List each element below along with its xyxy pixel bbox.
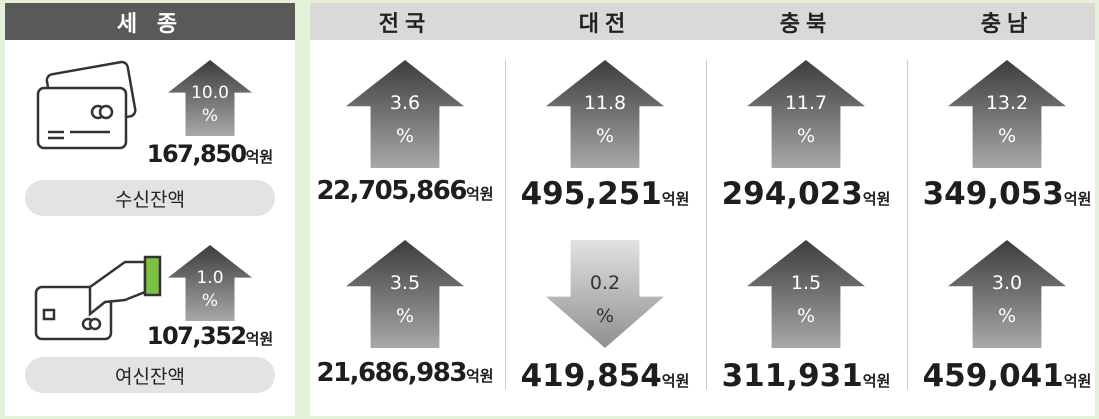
percent-sign: % [595,124,615,147]
arrow-shape [546,240,664,348]
left-header: 세 종 [5,3,295,40]
percent-sign: % [395,304,415,327]
amount-value: 167,850 [146,140,247,168]
change-value: 11.8 [583,92,627,115]
arrow: 13.2% [948,60,1066,168]
row-label: 수신잔액 [25,180,275,216]
amount: 459,041억원 [907,358,1099,394]
amount-value: 22,705,866 [316,176,467,206]
amount-value: 294,023 [721,176,863,212]
arrow-shape [747,240,865,348]
unit: 억원 [245,330,274,348]
percent-sign: % [997,124,1017,147]
unit: 억원 [1063,190,1092,208]
column-header: 대전 [578,11,632,37]
change-value: 3.6 [389,92,421,115]
change-value: 0.2 [589,272,621,295]
unit: 억원 [465,185,494,203]
percent-sign: % [796,304,816,327]
percent-sign: % [796,124,816,147]
right-header [310,3,1095,40]
unit: 억원 [862,190,891,208]
card-icon [36,60,137,150]
amount-value: 419,854 [520,358,662,394]
unit: 억원 [661,372,690,390]
amount: 349,053억원 [907,176,1099,212]
divider [505,60,506,390]
amount: 419,854억원 [505,358,705,394]
row-label: 여신잔액 [25,357,275,393]
unit: 억원 [465,367,494,385]
unit: 억원 [862,372,891,390]
arrow: 10.0% [168,60,252,136]
change-value: 3.0 [991,272,1023,295]
arrow-shape [546,60,664,168]
percent-sign: % [395,124,415,147]
change-value: 11.7 [784,92,828,115]
amount-value: 349,053 [922,176,1064,212]
arrow-shape [168,245,252,321]
percent-sign: % [201,105,219,126]
change-value: 13.2 [985,92,1029,115]
arrow-shape [948,240,1066,348]
amount: 107,352억원 [130,322,290,350]
arrow-shape [346,240,464,348]
amount: 21,686,983억원 [305,358,505,388]
amount-value: 311,931 [721,358,863,394]
amount-value: 107,352 [146,322,247,350]
unit: 억원 [1063,372,1092,390]
amount-value: 495,251 [520,176,662,212]
change-value: 10.0 [191,82,229,103]
column-header: 충남 [980,11,1034,37]
divider [907,60,908,390]
arrow-shape [346,60,464,168]
amount: 167,850억원 [130,140,290,168]
arrow: 1.5% [747,240,865,348]
percent-sign: % [997,304,1017,327]
amount: 22,705,866억원 [305,176,505,206]
amount-value: 21,686,983 [316,358,467,388]
unit: 억원 [245,148,274,166]
amount: 311,931억원 [706,358,906,394]
change-value: 3.5 [389,272,421,295]
divider [706,60,707,390]
percent-sign: % [201,290,219,311]
arrow: 11.8% [546,60,664,168]
column-header: 전국 [378,11,432,37]
change-value: 1.5 [790,272,822,295]
arrow-shape [948,60,1066,168]
arrow: 3.5% [346,240,464,348]
arrow-shape [168,60,252,136]
amount: 294,023억원 [706,176,906,212]
arrow: 1.0% [168,245,252,321]
arrow: 3.6% [346,60,464,168]
arrow-shape [747,60,865,168]
unit: 억원 [661,190,690,208]
hand-card-icon [34,255,162,341]
arrow: 0.2% [546,240,664,348]
amount: 495,251억원 [505,176,705,212]
amount-value: 459,041 [922,358,1064,394]
arrow: 11.7% [747,60,865,168]
percent-sign: % [595,304,615,327]
arrow: 3.0% [948,240,1066,348]
change-value: 1.0 [196,267,224,288]
column-header: 충북 [779,11,833,37]
